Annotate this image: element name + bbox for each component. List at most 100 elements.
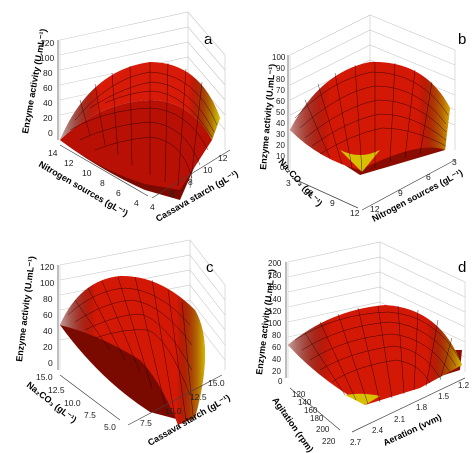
- x-tick: 1.5: [438, 392, 450, 401]
- panel-d: d 200 180 160 140 120 100 80 60 40: [254, 241, 470, 453]
- x-tick: 12.5: [190, 392, 207, 402]
- z-tick: 60: [272, 343, 281, 352]
- surface-c-mesh: [67, 276, 194, 421]
- z-axis: 100 90 80 70 60 50 40 30 20 10 0: [272, 53, 289, 172]
- z-tick: 100: [272, 53, 286, 62]
- y-axis: 120 140 160 180 200 220: [289, 387, 341, 446]
- z-tick: 100: [40, 278, 54, 288]
- x-tick: 10: [203, 165, 213, 175]
- x-axis: 7.5 10.0 12.5 15.0: [127, 374, 225, 428]
- x-axis-label: Aeration (vvm): [382, 412, 443, 448]
- x-tick: 9: [398, 188, 403, 198]
- y-tick: 7.5: [84, 410, 96, 420]
- z-tick: 20: [43, 342, 53, 352]
- y-tick: 200: [316, 425, 330, 434]
- z-axis-label: Enzyme activity (U.mL⁻¹): [258, 63, 277, 170]
- z-tick: 100: [268, 319, 282, 328]
- x-tick: 2.7: [350, 438, 362, 447]
- x-tick: 1.8: [416, 403, 428, 412]
- surface-d-front-yellow: [345, 393, 380, 405]
- y-tick: 140: [298, 398, 312, 407]
- z-tick: 40: [272, 355, 281, 364]
- surface-a-mesh: [69, 62, 218, 189]
- z-axis: 120 100 80 60 40 20 0: [40, 262, 59, 370]
- panel-letter: a: [204, 31, 213, 48]
- z-tick: 80: [272, 331, 281, 340]
- x-tick: 4: [150, 202, 155, 212]
- y-tick: 220: [322, 437, 336, 446]
- z-tick: 60: [43, 310, 53, 320]
- z-tick: 160: [268, 283, 282, 292]
- y-axis: 14 12 10 8 6 4: [48, 144, 149, 208]
- x-tick: 8: [188, 177, 193, 187]
- y-axis: 3 6 9 12: [286, 177, 360, 218]
- x-tick: 10.0: [165, 406, 182, 416]
- panel-letter: c: [206, 259, 214, 276]
- z-tick: 80: [276, 75, 285, 84]
- surface-a-edges: [60, 62, 220, 140]
- x-tick: 6: [426, 172, 431, 182]
- x-tick: 3: [452, 157, 457, 167]
- z-tick: 180: [268, 271, 282, 280]
- z-tick: 120: [40, 38, 54, 48]
- z-tick: 90: [276, 64, 285, 73]
- y-tick: 15.0: [36, 372, 53, 382]
- z-tick: 80: [43, 294, 53, 304]
- z-tick: 120: [40, 262, 54, 272]
- x-axis: 4 6 8 10 12: [150, 149, 231, 212]
- z-tick: 30: [276, 130, 285, 139]
- y-tick: 3: [286, 178, 291, 188]
- z-tick: 20: [272, 367, 281, 376]
- surface-b-edges: [290, 61, 450, 170]
- y-tick: 4: [134, 198, 139, 208]
- z-tick: 0: [48, 128, 53, 138]
- y-tick: 10: [82, 168, 92, 178]
- y-tick: 120: [292, 390, 306, 399]
- panel-c: c 120 100 80 60 40 20 0 Enzyme activity …: [14, 239, 232, 448]
- x-axis: 12 9 6 3: [361, 157, 457, 214]
- x-axis-label: Nitrogen sources (gL⁻¹): [370, 167, 464, 223]
- z-tick: 0: [278, 377, 283, 386]
- panel-a: a 120 100 80 60 40 20 0 Enzyme act: [20, 11, 240, 224]
- z-tick: 20: [43, 113, 53, 123]
- z-tick: 120: [268, 307, 282, 316]
- y-axis-label: Na₂CO₃ (gL⁻¹): [277, 157, 325, 209]
- z-axis-grid: [59, 239, 226, 370]
- y-tick: 180: [310, 414, 324, 423]
- z-tick: 40: [43, 98, 53, 108]
- y-tick: 8: [100, 178, 105, 188]
- y-tick: 10.0: [64, 398, 81, 408]
- y-tick: 160: [304, 406, 318, 415]
- x-tick: 7.5: [140, 418, 152, 428]
- x-axis: 2.7 2.4 2.1 1.8 1.5 1.2: [350, 377, 470, 447]
- z-tick: 60: [43, 83, 53, 93]
- y-tick: 5.0: [104, 422, 116, 432]
- z-tick: 140: [268, 295, 282, 304]
- surface-d-mesh: [294, 305, 461, 405]
- x-tick: 6: [170, 189, 175, 199]
- z-tick: 10: [276, 152, 285, 161]
- y-tick: 12: [64, 158, 74, 168]
- surface-b-mesh: [294, 62, 449, 173]
- z-axis-label: Enzyme activity (U.mL⁻¹): [14, 256, 37, 363]
- panel-b: b 100 90 80 70 60 50 40 30 20 10: [258, 14, 466, 224]
- z-tick: 100: [40, 53, 54, 63]
- z-axis: 120 100 80 60 40 20 0: [40, 38, 59, 140]
- y-tick: 12: [350, 208, 360, 218]
- y-tick: 9: [330, 198, 335, 208]
- z-tick: 40: [43, 326, 53, 336]
- z-tick: 70: [276, 86, 285, 95]
- y-tick: 12.5: [48, 385, 65, 395]
- surface-c-edges: [60, 275, 205, 425]
- z-tick: 200: [268, 259, 282, 268]
- z-axis-grid: [287, 241, 466, 378]
- x-tick: 12: [370, 204, 380, 214]
- x-tick: 12: [218, 153, 228, 163]
- z-tick: 80: [43, 68, 53, 78]
- x-tick: 2.1: [394, 415, 406, 424]
- surface-d-edges: [288, 305, 462, 405]
- z-tick: 60: [276, 97, 285, 106]
- z-axis: 200 180 160 140 120 100 80 60 40 20 0: [268, 259, 287, 386]
- y-tick: 14: [48, 148, 58, 158]
